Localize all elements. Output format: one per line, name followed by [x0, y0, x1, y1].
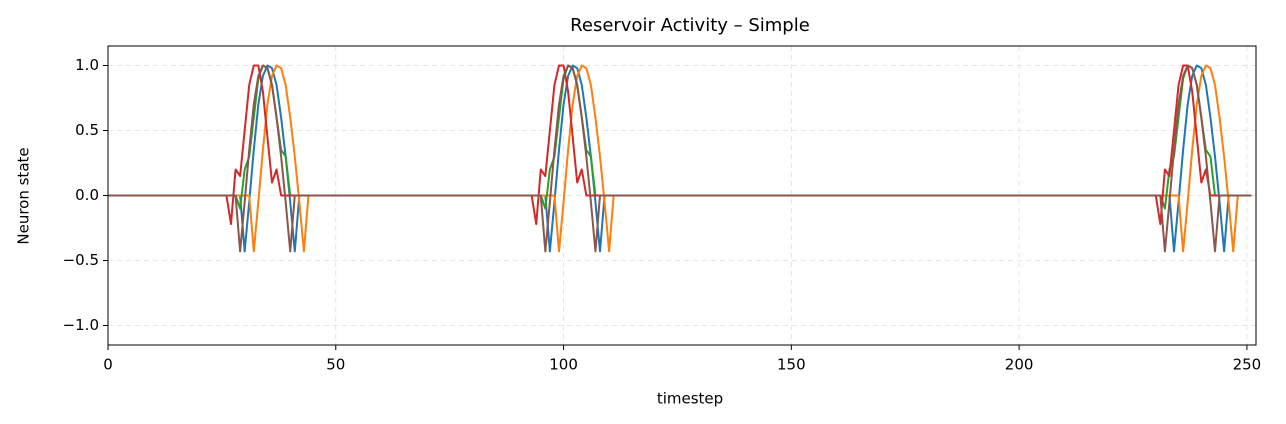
- series-line: [108, 64, 1252, 253]
- y-tick-label: 0.0: [75, 186, 99, 204]
- x-tick-label: 0: [103, 356, 113, 374]
- series-line: [108, 64, 1252, 226]
- y-tick-label: −0.5: [63, 251, 99, 269]
- plot-frame: [107, 45, 1257, 346]
- y-axis-label: Neuron state: [15, 147, 33, 244]
- y-tick-label: −1.0: [63, 316, 99, 334]
- chart-title: Reservoir Activity – Simple: [570, 15, 810, 36]
- y-tick-label: 1.0: [75, 56, 99, 74]
- x-tick-label: 150: [777, 356, 806, 374]
- x-tick-label: 100: [549, 356, 578, 374]
- x-tick-label: 50: [326, 356, 345, 374]
- x-tick-label: 200: [1005, 356, 1034, 374]
- series-line: [108, 64, 1252, 253]
- x-axis-label: timestep: [657, 390, 723, 408]
- series-line: [108, 64, 1252, 253]
- y-tick-label: 0.5: [75, 121, 99, 139]
- x-tick-label: 250: [1233, 356, 1262, 374]
